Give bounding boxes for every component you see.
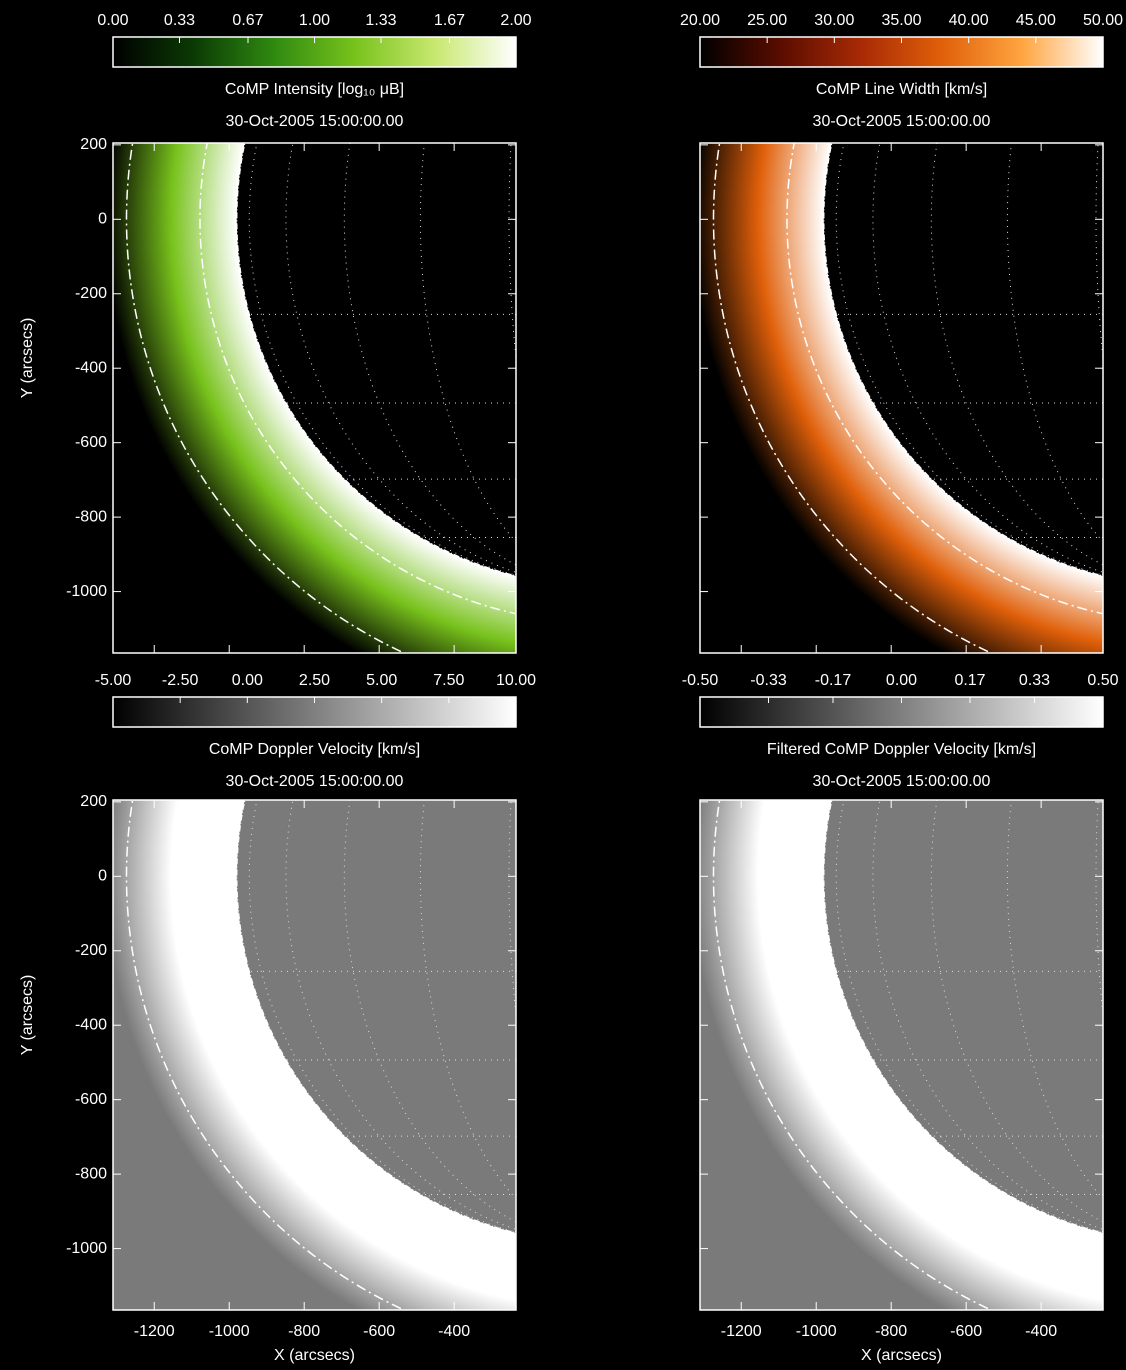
colorbar-tick-label: 5.00 <box>366 672 397 689</box>
x-tick-label: -1200 <box>721 1323 762 1340</box>
y-tick-label: -400 <box>75 359 107 376</box>
y-tick-label: 200 <box>80 136 107 153</box>
colorbar-tick-label: 0.50 <box>1087 672 1118 689</box>
colorbar-tick-label: -2.50 <box>162 672 199 689</box>
y-axis-label: Y (arcsecs) <box>19 318 36 399</box>
chart-subtitle: 30-Oct-2005 15:00:00.00 <box>226 773 404 790</box>
colorbar-tick-label: 2.00 <box>500 12 531 29</box>
x-tick-label: -800 <box>875 1323 907 1340</box>
y-axis-label: Y (arcsecs) <box>19 975 36 1056</box>
chart-subtitle: 30-Oct-2005 15:00:00.00 <box>813 773 991 790</box>
y-tick-label: -1000 <box>66 1240 107 1257</box>
x-tick-label: -800 <box>288 1323 320 1340</box>
colorbar-tick-label: 40.00 <box>949 12 989 29</box>
colorbar-tick-label: 0.33 <box>1019 672 1050 689</box>
colorbar-tick-label: 0.00 <box>97 12 128 29</box>
colorbar-tick-label: 0.33 <box>164 12 195 29</box>
colorbar-tick-label: 1.33 <box>365 12 396 29</box>
y-tick-label: -600 <box>75 434 107 451</box>
y-tick-label: 0 <box>98 211 107 228</box>
x-tick-label: -400 <box>1025 1323 1057 1340</box>
x-tick-label: -1200 <box>134 1323 175 1340</box>
y-tick-label: -200 <box>75 942 107 959</box>
colorbar-tick-label: 1.67 <box>434 12 465 29</box>
colorbar-tick-label: -5.00 <box>95 672 132 689</box>
y-tick-label: -400 <box>75 1016 107 1033</box>
colorbar-tick-label: 25.00 <box>747 12 787 29</box>
x-tick-label: -400 <box>438 1323 470 1340</box>
colorbar-tick-label: 0.00 <box>232 672 263 689</box>
y-tick-label: -200 <box>75 285 107 302</box>
x-tick-label: -1000 <box>796 1323 837 1340</box>
x-tick-label: -600 <box>363 1323 395 1340</box>
colorbar-tick-label: 0.17 <box>954 672 985 689</box>
x-tick-label: -1000 <box>209 1323 250 1340</box>
x-tick-label: -600 <box>950 1323 982 1340</box>
x-axis-label: X (arcsecs) <box>861 1347 942 1364</box>
colorbar-tick-label: 20.00 <box>680 12 720 29</box>
chart-subtitle: 30-Oct-2005 15:00:00.00 <box>226 113 404 130</box>
figure: 0.00 0.33 0.67 1.00 1.33 1.67 2.00 CoMP Intensi… <box>0 0 1126 1370</box>
colorbar-tick-label: 30.00 <box>814 12 854 29</box>
colorbar-tick-label: 50.00 <box>1083 12 1123 29</box>
colorbar-tick-label: -0.50 <box>682 672 719 689</box>
x-axis-label: X (arcsecs) <box>274 1347 355 1364</box>
colorbar-tick-label: 1.00 <box>299 12 330 29</box>
y-tick-label: -600 <box>75 1091 107 1108</box>
chart-title: CoMP Line Width [km/s] <box>816 81 987 98</box>
colorbar-tick-label: 45.00 <box>1016 12 1056 29</box>
longitude-line <box>509 0 699 587</box>
colorbar-tick-label: 10.00 <box>496 672 536 689</box>
colorbar-tick-label: 7.50 <box>433 672 464 689</box>
y-tick-label: 0 <box>98 868 107 885</box>
y-tick-label: 200 <box>80 793 107 810</box>
colorbar-tick-label: 0.00 <box>886 672 917 689</box>
colorbar-tick-label: -0.33 <box>750 672 787 689</box>
y-tick-label: -1000 <box>66 583 107 600</box>
y-tick-label: -800 <box>75 1165 107 1182</box>
image <box>693 0 1126 718</box>
chart-subtitle: 30-Oct-2005 15:00:00.00 <box>813 113 991 130</box>
colorbar-tick-label: 2.50 <box>299 672 330 689</box>
y-tick-label: -800 <box>75 508 107 525</box>
chart-title: Filtered CoMP Doppler Velocity [km/s] <box>767 741 1036 758</box>
colorbar-tick-label: -0.17 <box>815 672 852 689</box>
colorbar-tick-label: 35.00 <box>881 12 921 29</box>
chart-title: CoMP Intensity [log₁₀ μB] <box>225 81 404 98</box>
colorbar-tick-label: 0.67 <box>232 12 263 29</box>
longitude-line <box>509 509 699 1244</box>
chart-title: CoMP Doppler Velocity [km/s] <box>209 741 420 758</box>
